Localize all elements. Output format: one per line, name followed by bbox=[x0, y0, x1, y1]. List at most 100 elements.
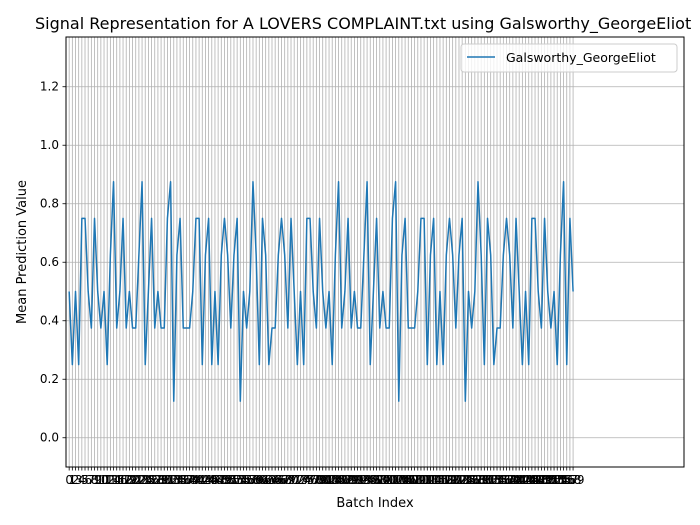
x-tick-label: 141 bbox=[505, 473, 528, 487]
x-tick-label: 145 bbox=[517, 473, 540, 487]
x-tick-label: 148 bbox=[527, 473, 550, 487]
x-tick-label: 30 bbox=[157, 473, 172, 487]
x-tick-label: 21 bbox=[128, 473, 143, 487]
x-tick-label: 104 bbox=[387, 473, 410, 487]
x-tick-label: 119 bbox=[435, 473, 458, 487]
x-tick-label: 20 bbox=[125, 473, 140, 487]
x-tick-label: 10 bbox=[93, 473, 108, 487]
x-tick-label: 14 bbox=[106, 473, 121, 487]
x-tick-label: 64 bbox=[264, 473, 279, 487]
x-tick-label: 125 bbox=[454, 473, 477, 487]
x-tick-label: 102 bbox=[381, 473, 404, 487]
x-tick-label: 154 bbox=[546, 473, 569, 487]
x-tick-label: 120 bbox=[438, 473, 461, 487]
x-tick-label: 18 bbox=[119, 473, 134, 487]
x-tick-label: 47 bbox=[210, 473, 225, 487]
x-tick-label: 138 bbox=[495, 473, 518, 487]
x-tick-label: 76 bbox=[302, 473, 317, 487]
x-tick-label: 115 bbox=[422, 473, 445, 487]
x-tick-label: 122 bbox=[444, 473, 467, 487]
x-tick-label: 149 bbox=[530, 473, 553, 487]
x-tick-label: 86 bbox=[334, 473, 349, 487]
x-tick-label: 98 bbox=[372, 473, 387, 487]
x-tick-label: 124 bbox=[451, 473, 474, 487]
x-tick-label: 155 bbox=[549, 473, 572, 487]
x-tick-label: 131 bbox=[473, 473, 496, 487]
x-tick-label: 95 bbox=[363, 473, 378, 487]
x-tick-label: 114 bbox=[419, 473, 442, 487]
x-tick-label: 144 bbox=[514, 473, 537, 487]
x-tick-label: 159 bbox=[562, 473, 585, 487]
x-tick-label: 24 bbox=[138, 473, 153, 487]
x-tick-label: 87 bbox=[337, 473, 352, 487]
x-tick-label: 153 bbox=[543, 473, 566, 487]
x-tick-label: 52 bbox=[226, 473, 241, 487]
x-axis-label: Batch Index bbox=[336, 496, 414, 511]
x-tick-label: 53 bbox=[229, 473, 244, 487]
x-axis-ticks: 0123456789101112131415161718192021222324… bbox=[65, 467, 585, 487]
x-tick-label: 56 bbox=[239, 473, 254, 487]
x-tick-label: 78 bbox=[309, 473, 324, 487]
x-tick-label: 110 bbox=[406, 473, 429, 487]
x-tick-label: 62 bbox=[258, 473, 273, 487]
x-tick-label: 158 bbox=[558, 473, 581, 487]
x-tick-label: 157 bbox=[555, 473, 578, 487]
x-tick-label: 93 bbox=[356, 473, 371, 487]
x-tick-label: 65 bbox=[268, 473, 283, 487]
y-tick-label: 0.4 bbox=[40, 314, 59, 328]
y-axis-ticks: 0.0 0.2 0.4 0.6 0.8 1.0 1.2 bbox=[40, 80, 66, 445]
x-tick-label: 77 bbox=[306, 473, 321, 487]
x-tick-label: 61 bbox=[255, 473, 270, 487]
x-tick-label: 133 bbox=[479, 473, 502, 487]
x-tick-label: 128 bbox=[463, 473, 486, 487]
x-tick-label: 127 bbox=[460, 473, 483, 487]
x-tick-label: 135 bbox=[486, 473, 509, 487]
x-tick-label: 44 bbox=[201, 473, 216, 487]
x-tick-label: 32 bbox=[163, 473, 178, 487]
x-tick-label: 7 bbox=[88, 473, 96, 487]
x-tick-label: 105 bbox=[390, 473, 413, 487]
x-tick-label: 123 bbox=[448, 473, 471, 487]
x-tick-label: 118 bbox=[432, 473, 455, 487]
chart-title: Signal Representation for A LOVERS COMPL… bbox=[35, 14, 691, 34]
x-tick-label: 99 bbox=[375, 473, 390, 487]
y-axis-label: Mean Prediction Value bbox=[15, 180, 30, 324]
x-tick-label: 96 bbox=[366, 473, 381, 487]
x-tick-label: 101 bbox=[378, 473, 401, 487]
x-tick-label: 147 bbox=[524, 473, 547, 487]
x-tick-label: 134 bbox=[482, 473, 505, 487]
x-tick-label: 137 bbox=[492, 473, 515, 487]
x-tick-label: 90 bbox=[347, 473, 362, 487]
x-tick-label: 60 bbox=[252, 473, 267, 487]
x-tick-label: 121 bbox=[441, 473, 464, 487]
x-tick-label: 29 bbox=[153, 473, 168, 487]
x-tick-label: 39 bbox=[185, 473, 200, 487]
y-tick-label: 0.2 bbox=[40, 372, 59, 386]
x-tick-label: 48 bbox=[214, 473, 229, 487]
x-tick-label: 54 bbox=[233, 473, 248, 487]
x-tick-label: 2 bbox=[72, 473, 80, 487]
x-tick-label: 85 bbox=[331, 473, 346, 487]
x-tick-label: 26 bbox=[144, 473, 159, 487]
x-tick-label: 46 bbox=[207, 473, 222, 487]
x-tick-label: 70 bbox=[283, 473, 298, 487]
x-tick-label: 89 bbox=[344, 473, 359, 487]
x-tick-label: 67 bbox=[274, 473, 289, 487]
x-tick-label: 107 bbox=[397, 473, 420, 487]
x-tick-label: 97 bbox=[369, 473, 384, 487]
x-tick-label: 27 bbox=[147, 473, 162, 487]
x-tick-label: 38 bbox=[182, 473, 197, 487]
x-tick-label: 4 bbox=[78, 473, 86, 487]
x-tick-label: 13 bbox=[103, 473, 118, 487]
x-tick-label: 150 bbox=[533, 473, 556, 487]
x-tick-label: 83 bbox=[325, 473, 340, 487]
x-tick-label: 15 bbox=[109, 473, 124, 487]
x-tick-label: 31 bbox=[160, 473, 175, 487]
x-tick-label: 75 bbox=[299, 473, 314, 487]
x-tick-label: 152 bbox=[539, 473, 562, 487]
legend: Galsworthy_GeorgeEliot bbox=[460, 43, 678, 73]
x-tick-label: 82 bbox=[321, 473, 336, 487]
x-tick-label: 72 bbox=[290, 473, 305, 487]
x-tick-label: 81 bbox=[318, 473, 333, 487]
